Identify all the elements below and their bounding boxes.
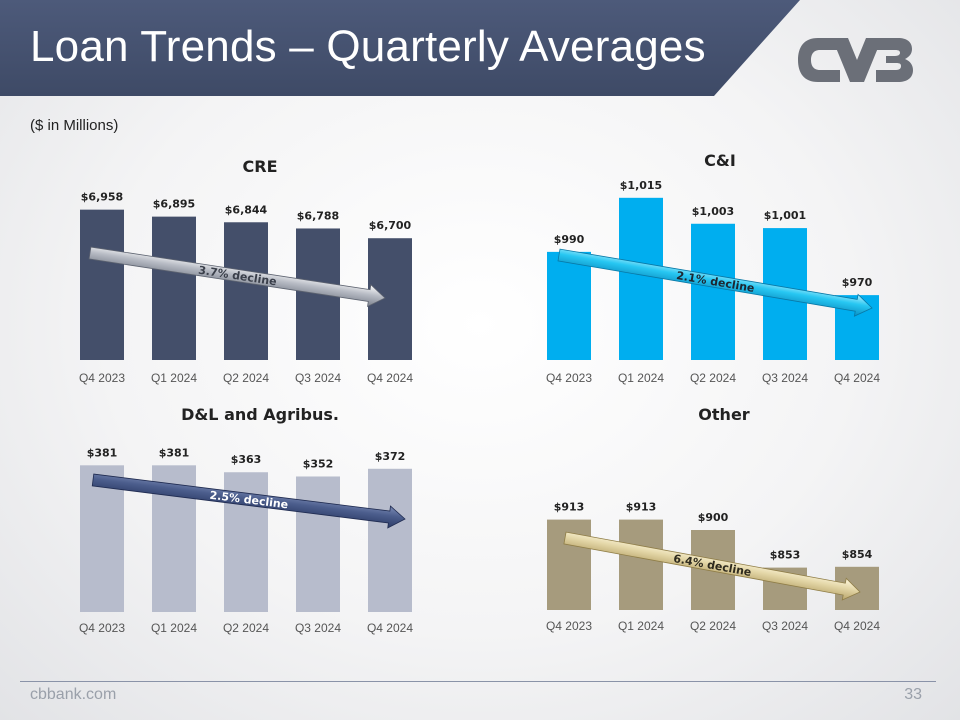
x-tick-label: Q2 2024 [223, 621, 269, 635]
data-label: $853 [770, 549, 801, 562]
data-label: $372 [375, 450, 406, 463]
x-tick-label: Q4 2023 [546, 619, 592, 633]
x-tick-label: Q4 2023 [79, 371, 125, 385]
footer-divider [20, 681, 936, 682]
bar [224, 222, 268, 360]
data-label: $970 [842, 276, 873, 289]
bar [152, 216, 196, 360]
x-tick-label: Q4 2023 [79, 621, 125, 635]
bar [80, 209, 124, 360]
x-tick-label: Q4 2024 [367, 371, 413, 385]
chart-other-svg: Other $913 Q4 2023 $913 Q1 2024 $900 Q2 2024 $8… [546, 405, 880, 633]
x-tick-label: Q3 2024 [762, 371, 808, 385]
data-label: $854 [842, 548, 873, 561]
data-label: $381 [87, 446, 118, 459]
x-tick-label: Q4 2023 [546, 371, 592, 385]
bar [619, 197, 663, 360]
chart-cre: CRE $6,958 Q4 2023 $6,895 Q1 2024 $6,844 Q2 20… [60, 150, 440, 390]
x-tick-label: Q1 2024 [618, 619, 664, 633]
chart-other: Other $913 Q4 2023 $913 Q1 2024 $900 Q2 2024 $8… [527, 398, 907, 638]
chart-ci: C&I $990 Q4 2023 $1,015 Q1 2024 $1,003 Q2 2024… [527, 150, 907, 390]
x-tick-label: Q1 2024 [151, 371, 197, 385]
chart-cre-svg: CRE $6,958 Q4 2023 $6,895 Q1 2024 $6,844 Q2 20… [79, 157, 413, 385]
x-tick-label: Q2 2024 [690, 619, 736, 633]
bar [691, 223, 735, 360]
chart-title: Other [698, 405, 749, 424]
chart-dl-svg: D&L and Agribus. $381 Q4 2023 $381 Q1 2024 $3… [79, 405, 413, 635]
x-tick-label: Q3 2024 [295, 371, 341, 385]
data-label: $381 [159, 446, 190, 459]
x-tick-label: Q2 2024 [223, 371, 269, 385]
chart-ci-svg: C&I $990 Q4 2023 $1,015 Q1 2024 $1,003 Q2 2024… [546, 151, 880, 385]
data-label: $900 [698, 511, 729, 524]
header-banner [0, 0, 800, 96]
x-tick-label: Q4 2024 [367, 621, 413, 635]
x-tick-label: Q4 2024 [834, 619, 880, 633]
x-tick-label: Q1 2024 [151, 621, 197, 635]
units-note: ($ in Millions) [30, 117, 119, 134]
data-label: $913 [554, 501, 585, 514]
data-label: $913 [626, 501, 657, 514]
data-label: $363 [231, 453, 262, 466]
chart-title: D&L and Agribus. [181, 405, 339, 424]
data-label: $990 [554, 233, 585, 246]
data-label: $1,015 [620, 179, 662, 192]
chart-dl: D&L and Agribus. $381 Q4 2023 $381 Q1 2024 $3… [60, 398, 440, 640]
page-title: Loan Trends – Quarterly Averages [30, 22, 706, 71]
x-tick-label: Q3 2024 [762, 619, 808, 633]
bar [368, 468, 412, 612]
data-label: $6,844 [225, 203, 268, 216]
footer-url[interactable]: cbbank.com [30, 686, 117, 703]
chart-title: CRE [243, 157, 278, 176]
x-tick-label: Q1 2024 [618, 371, 664, 385]
data-label: $1,003 [692, 205, 734, 218]
data-label: $352 [303, 457, 334, 470]
bar [296, 476, 340, 612]
data-label: $6,895 [153, 198, 195, 211]
bar [80, 465, 124, 612]
cvb-logo-icon [798, 38, 913, 82]
x-tick-label: Q2 2024 [690, 371, 736, 385]
data-label: $1,001 [764, 209, 806, 222]
x-tick-label: Q4 2024 [834, 371, 880, 385]
bar [619, 519, 663, 610]
bar [547, 251, 591, 360]
chart-title: C&I [704, 151, 736, 170]
data-label: $6,788 [297, 209, 339, 222]
data-label: $6,958 [81, 191, 123, 204]
x-tick-label: Q3 2024 [295, 621, 341, 635]
page-number: 33 [904, 686, 922, 703]
data-label: $6,700 [369, 219, 412, 232]
